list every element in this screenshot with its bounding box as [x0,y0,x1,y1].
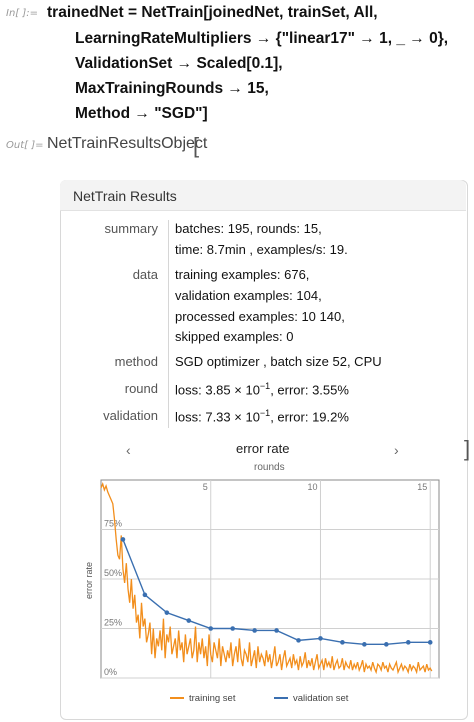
output-object-name: NetTrainResultsObject [47,135,208,152]
legend-training-label: training set [189,693,236,704]
x-tick-label: 10 [307,482,317,492]
validation-point [427,640,433,645]
validation-point [230,626,235,631]
chart-title: error rate [236,441,290,456]
legend-validation-label: validation set [293,693,349,704]
chart-prev-button[interactable]: ‹ [126,442,131,458]
round-loss-exponent: −1 [259,381,271,391]
round-label: round [124,381,158,396]
x-tick-label: 15 [417,482,427,492]
y-tick-label: 75% [104,519,122,529]
validation-label: validation [103,408,158,423]
code-line-2[interactable]: LearningRateMultipliers → {"linear17" → … [75,30,449,47]
y-tick-label: 50% [104,568,122,578]
validation-point [252,628,257,633]
validation-point [274,628,279,633]
validation-point [340,640,345,645]
y-tick-label: 25% [104,618,122,628]
code-line-5[interactable]: Method → "SGD"] [75,105,208,122]
code-line-3[interactable]: ValidationSet → Scaled[0.1], [75,55,283,72]
method-label: method [114,354,158,369]
summary-label: summary [104,221,158,236]
validation-point [186,618,192,623]
validation-loss-exponent: −1 [259,408,271,418]
validation-point [208,626,214,631]
data-line-1: training examples: 676, [175,267,310,282]
validation-point [120,537,126,542]
output-cell-label: Out[ ]= [6,140,44,151]
code-line-1[interactable]: trainedNet = NetTrain[joinedNet, trainSe… [47,4,378,21]
y-axis-label: error rate [84,562,94,599]
results-panel-title: NetTrain Results [73,188,177,204]
round-loss-mantissa: loss: 3.85 × 10 [175,382,260,398]
validation-point [318,636,323,641]
round-value: loss: 3.85 × 10−1, error: 3.55% [175,381,349,397]
results-panel-header [60,180,466,211]
chart-x-label-top: rounds [254,462,285,473]
validation-value: loss: 7.33 × 10−1, error: 19.2% [175,408,349,424]
validation-loss-mantissa: loss: 7.33 × 10 [175,409,260,425]
data-label: data [132,267,158,282]
validation-point [142,592,148,598]
error-rate-chart: 0% 25% 50% 75% 5 10 15 error rate training set va… [84,479,440,704]
chart-next-button[interactable]: › [394,442,399,458]
panel-divider [168,220,169,428]
round-loss-rest: , error: 3.55% [270,382,349,398]
data-line-2: validation examples: 104, [175,288,322,303]
code-line-4[interactable]: MaxTrainingRounds → 15, [75,80,269,97]
input-cell-label: In[ ]:= [6,8,39,19]
summary-line-2: time: 8.7min , examples/s: 19. [175,242,348,257]
cell-cursor: [ [193,133,200,158]
validation-point [296,638,301,643]
validation-point [164,610,170,615]
data-line-3: processed examples: 10 140, [175,309,345,324]
summary-line-1: batches: 195, rounds: 15, [175,221,322,236]
x-tick-label: 5 [203,482,208,492]
cell-bracket: ] [464,436,471,461]
method-value: SGD optimizer , batch size 52, CPU [175,354,382,369]
training-set-line [100,482,433,675]
validation-loss-rest: , error: 19.2% [270,409,349,425]
validation-point [405,640,411,645]
validation-point [362,642,367,647]
data-line-4: skipped examples: 0 [175,329,294,344]
y-tick-label: 0% [104,667,117,677]
validation-point [384,642,389,647]
